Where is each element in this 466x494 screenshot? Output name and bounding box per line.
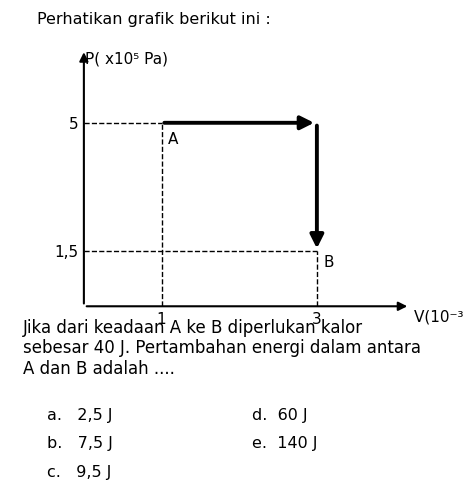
Text: V(10⁻³ m³): V(10⁻³ m³) xyxy=(414,310,466,325)
Text: c.   9,5 J: c. 9,5 J xyxy=(47,465,111,480)
Text: Jika dari keadaan A ke B diperlukan kalor
sebesar 40 J. Pertambahan energi dalam: Jika dari keadaan A ke B diperlukan kalo… xyxy=(23,319,421,378)
Text: b.   7,5 J: b. 7,5 J xyxy=(47,436,112,451)
Text: P( x10⁵ Pa): P( x10⁵ Pa) xyxy=(85,51,168,66)
Text: B: B xyxy=(323,255,334,270)
Text: Perhatikan grafik berikut ini :: Perhatikan grafik berikut ini : xyxy=(37,12,271,27)
Text: e.  140 J: e. 140 J xyxy=(252,436,317,451)
Text: A: A xyxy=(168,132,178,147)
Text: a.   2,5 J: a. 2,5 J xyxy=(47,408,112,422)
Text: d.  60 J: d. 60 J xyxy=(252,408,307,422)
